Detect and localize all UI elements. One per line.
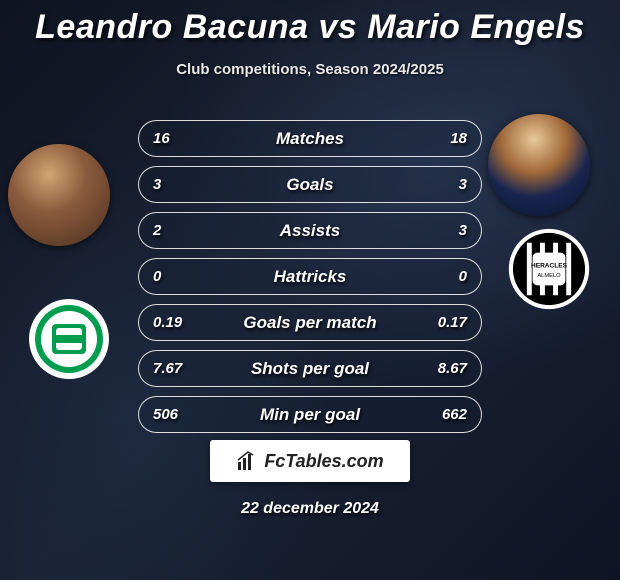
stat-label: Goals per match [243, 313, 376, 333]
stat-p1-value: 3 [153, 176, 161, 193]
stat-row: 0 Hattricks 0 [138, 258, 482, 295]
subtitle: Club competitions, Season 2024/2025 [0, 61, 620, 78]
stat-p1-value: 0 [153, 268, 161, 285]
stat-row: 0.19 Goals per match 0.17 [138, 304, 482, 341]
brand-chart-icon [236, 450, 258, 472]
heracles-logo-icon: HERACLES ALMELO [508, 219, 590, 319]
stat-row: 16 Matches 18 [138, 120, 482, 157]
stat-p2-value: 3 [459, 222, 467, 239]
stat-p1-value: 506 [153, 406, 178, 423]
player2-avatar [488, 114, 590, 216]
svg-text:HERACLES: HERACLES [531, 262, 568, 269]
player1-club-logo [28, 298, 110, 380]
player1-avatar [8, 144, 110, 246]
stat-p1-value: 0.19 [153, 314, 182, 331]
groningen-logo-icon [28, 298, 110, 380]
stat-label: Min per goal [260, 405, 360, 425]
stat-row: 2 Assists 3 [138, 212, 482, 249]
stat-p2-value: 3 [459, 176, 467, 193]
stat-p2-value: 8.67 [438, 360, 467, 377]
stat-label: Hattricks [274, 267, 347, 287]
content-root: Leandro Bacuna vs Mario Engels Club comp… [0, 0, 620, 580]
player2-club-logo: HERACLES ALMELO [508, 228, 590, 310]
stat-row: 7.67 Shots per goal 8.67 [138, 350, 482, 387]
svg-text:ALMELO: ALMELO [537, 273, 561, 279]
stat-label: Shots per goal [251, 359, 369, 379]
stat-p1-value: 7.67 [153, 360, 182, 377]
stat-label: Matches [276, 129, 344, 149]
stat-p2-value: 0 [459, 268, 467, 285]
stat-p1-value: 16 [153, 130, 170, 147]
stat-row: 506 Min per goal 662 [138, 396, 482, 433]
brand-text: FcTables.com [264, 451, 383, 472]
stats-table: 16 Matches 18 3 Goals 3 2 Assists 3 0 Ha… [138, 120, 482, 442]
stat-p2-value: 18 [450, 130, 467, 147]
stat-p2-value: 0.17 [438, 314, 467, 331]
stat-label: Assists [280, 221, 340, 241]
date-text: 22 december 2024 [0, 500, 620, 518]
page-title: Leandro Bacuna vs Mario Engels [0, 0, 620, 47]
stat-p2-value: 662 [442, 406, 467, 423]
stat-label: Goals [286, 175, 333, 195]
brand-badge: FcTables.com [210, 440, 410, 482]
stat-row: 3 Goals 3 [138, 166, 482, 203]
stat-p1-value: 2 [153, 222, 161, 239]
